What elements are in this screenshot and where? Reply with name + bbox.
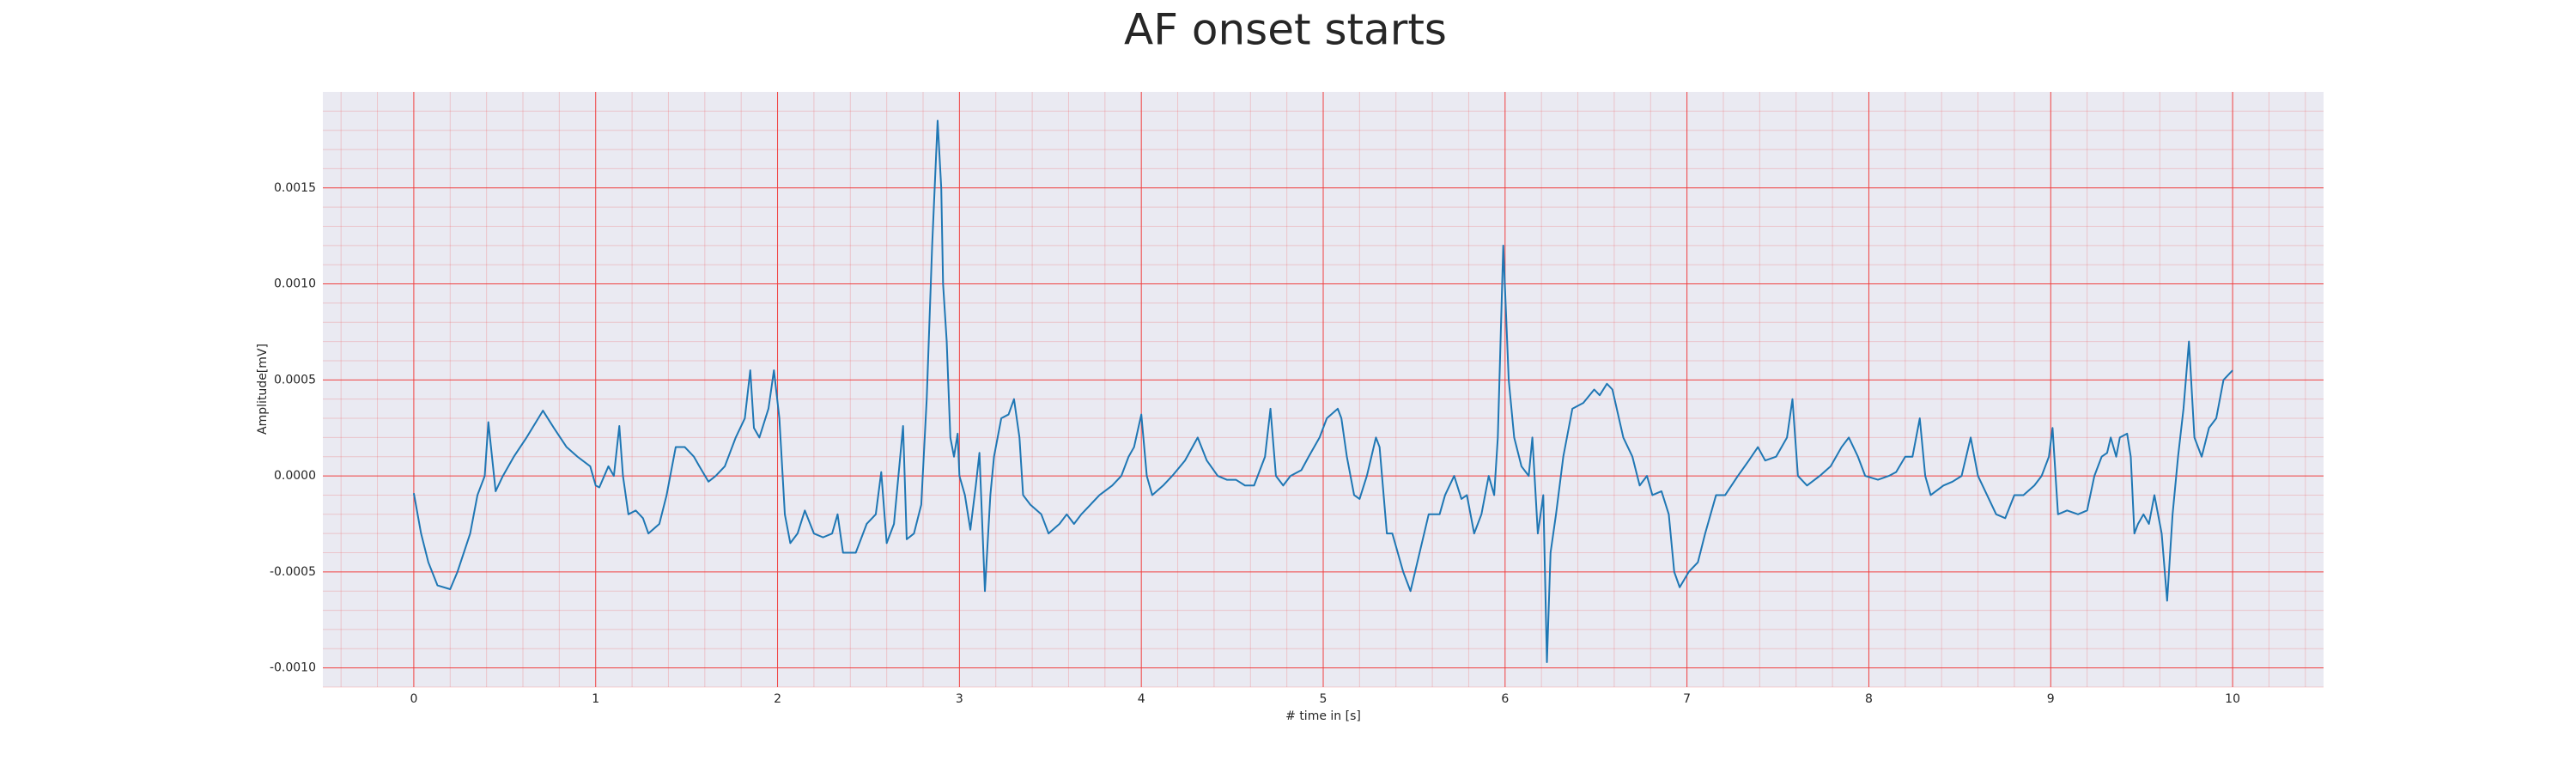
x-axis-label: # time in [s] [1285, 709, 1361, 723]
x-tick-label: 6 [1501, 692, 1509, 706]
x-tick-label: 10 [2225, 692, 2240, 706]
y-tick-label: -0.0005 [270, 565, 316, 579]
y-tick-label: 0.0015 [274, 181, 316, 195]
y-tick-label: 0.0000 [274, 469, 316, 483]
x-tick-label: 7 [1683, 692, 1691, 706]
x-tick-label: 4 [1138, 692, 1145, 706]
y-tick-label: -0.0010 [270, 661, 316, 675]
x-tick-label: 9 [2047, 692, 2055, 706]
x-tick-label: 1 [592, 692, 599, 706]
x-tick-label: 2 [774, 692, 781, 706]
grid [323, 92, 2324, 688]
x-tick-label: 8 [1865, 692, 1873, 706]
x-tick-label: 0 [410, 692, 417, 706]
y-tick-label: 0.0010 [274, 277, 316, 291]
x-tick-label: 5 [1320, 692, 1327, 706]
x-tick-label: 3 [956, 692, 963, 706]
ecg-line [412, 119, 2233, 663]
y-axis-label: Amplitude[mV] [256, 344, 270, 435]
chart-title: AF onset starts [1124, 5, 1447, 55]
y-tick-label: 0.0005 [274, 373, 316, 386]
